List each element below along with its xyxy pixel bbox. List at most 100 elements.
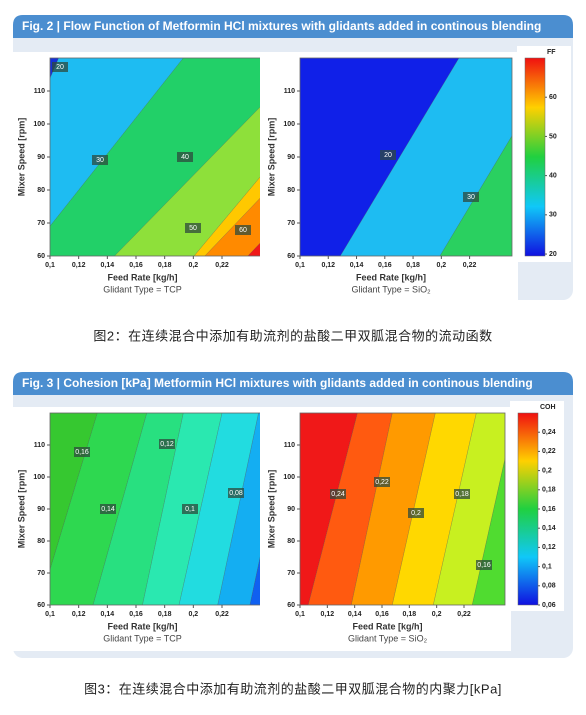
contour-line [193, 170, 265, 256]
contour-band [392, 413, 477, 605]
x-tick-label: 0,12 [321, 262, 335, 269]
contour-label: 0,1 [185, 506, 195, 513]
y-tick-label: 110 [34, 442, 45, 449]
colorbar [517, 412, 539, 606]
contour-line [439, 135, 512, 256]
y-tick-label: 60 [287, 253, 295, 260]
contour-band [433, 413, 505, 605]
colorbar-tick-label: 60 [549, 94, 557, 101]
y-axis-label: Mixer Speed [rpm] [266, 470, 276, 549]
y-tick-label: 110 [34, 88, 45, 95]
contour-label-bg [177, 152, 193, 162]
contour-band [50, 58, 265, 256]
subtitle: Glidant Type = SiO₂ [351, 284, 431, 294]
contour-line [433, 413, 477, 605]
contour-label-bg [330, 489, 346, 499]
y-tick-label: 80 [287, 187, 295, 194]
figure-header [13, 15, 573, 38]
colorbar-tick-label: 0,22 [542, 448, 556, 455]
x-tick-label: 0,18 [403, 611, 417, 618]
contour-label-bg [228, 488, 244, 498]
y-tick-label: 60 [37, 253, 45, 260]
contour-label-bg [185, 223, 201, 233]
contour-label: 0,24 [331, 491, 345, 498]
contour-line [471, 457, 505, 605]
contour-line [50, 413, 98, 571]
x-tick-label: 0,22 [215, 262, 229, 269]
x-tick-label: 0,14 [101, 262, 115, 269]
y-tick-label: 110 [284, 88, 295, 95]
y-tick-label: 110 [284, 442, 295, 449]
colorbar-tick-label: 20 [549, 251, 557, 258]
colorbar-tick-label: 30 [549, 212, 557, 219]
x-tick-label: 0,16 [375, 611, 389, 618]
contour-label: 0,16 [75, 449, 89, 456]
x-tick-label: 0,12 [321, 611, 335, 618]
contour-line [351, 413, 393, 605]
y-tick-label: 100 [33, 474, 45, 481]
subtitle: Glidant Type = SiO₂ [348, 633, 428, 643]
colorbar-label: COH [540, 404, 556, 411]
contour-line [204, 192, 265, 256]
y-tick-label: 90 [37, 154, 45, 161]
contour-label-bg [454, 489, 470, 499]
contour-label: 50 [189, 225, 197, 232]
x-tick-label: 0,2 [436, 262, 446, 269]
contour-line [114, 101, 265, 256]
y-tick-label: 80 [37, 538, 45, 545]
colorbar-tick-label: 0,18 [542, 487, 556, 494]
figure-caption: 图3：在连续混合中添加有助流剂的盐酸二甲双胍混合物的内聚力[kPa] [84, 681, 502, 696]
y-tick-label: 90 [287, 154, 295, 161]
contour-line [340, 58, 460, 256]
contour-line [92, 413, 147, 605]
contour-line [307, 413, 358, 605]
colorbar-tick-label: 0,06 [542, 602, 556, 609]
figure-header [13, 372, 573, 395]
y-tick-label: 60 [287, 602, 295, 609]
subtitle: Glidant Type = TCP [103, 284, 181, 294]
y-tick-label: 100 [33, 121, 45, 128]
x-tick-label: 0,12 [72, 262, 86, 269]
colorbar-tick-label: 40 [549, 172, 557, 179]
contour-band [93, 413, 184, 605]
x-axis-label: Feed Rate [kg/h] [356, 272, 426, 282]
y-axis-label: Mixer Speed [rpm] [266, 118, 276, 197]
x-tick-label: 0,22 [457, 611, 471, 618]
x-tick-label: 0,22 [215, 611, 229, 618]
colorbar-tick-label: 0,2 [542, 467, 552, 474]
y-tick-label: 60 [37, 602, 45, 609]
contour-line [217, 413, 259, 605]
contour-label: 0,22 [375, 479, 389, 486]
contour-band [179, 413, 259, 605]
contour-label: 0,2 [411, 510, 421, 517]
x-tick-label: 0,14 [101, 611, 115, 618]
subtitle: Glidant Type = TCP [103, 633, 181, 643]
contour-label-bg [52, 62, 68, 72]
colorbar-tick-label: 0,24 [542, 429, 556, 436]
contour-label-bg [182, 504, 198, 514]
figure-title: Fig. 2 | Flow Function of Metformin HCl … [22, 19, 541, 33]
x-tick-label: 0,16 [129, 262, 143, 269]
x-tick-label: 0,2 [432, 611, 442, 618]
contour-label-bg [374, 477, 390, 487]
x-axis-label: Feed Rate [kg/h] [107, 621, 177, 631]
x-tick-label: 0,16 [129, 611, 143, 618]
contour-band [340, 58, 512, 256]
contour-label: 30 [467, 194, 475, 201]
x-tick-label: 0,14 [350, 262, 364, 269]
x-tick-label: 0,18 [158, 611, 172, 618]
contour-label: 60 [239, 227, 247, 234]
x-axis-label: Feed Rate [kg/h] [352, 621, 422, 631]
x-tick-label: 0,1 [45, 611, 55, 618]
contour-band [351, 413, 436, 605]
contour-label-bg [380, 150, 396, 160]
y-tick-label: 90 [287, 506, 295, 513]
colorbar-tick-label: 0,08 [542, 583, 556, 590]
colorbar-tick-label: 0,1 [542, 563, 552, 570]
x-tick-label: 0,12 [72, 611, 86, 618]
x-tick-label: 0,22 [463, 262, 477, 269]
x-tick-label: 0,1 [45, 262, 55, 269]
contour-label-bg [92, 155, 108, 165]
contour-label-bg [235, 225, 251, 235]
contour-label-bg [74, 447, 90, 457]
